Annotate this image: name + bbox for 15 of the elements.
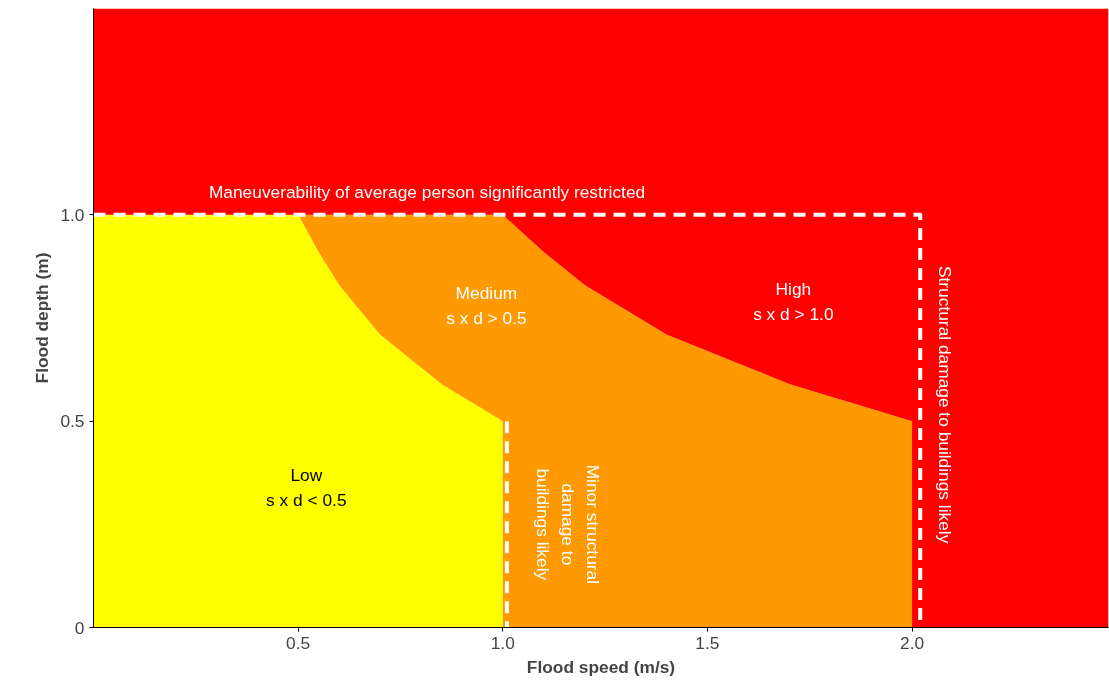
x-tick-label: 1.0 (490, 632, 515, 653)
y-tick-label: 1.0 (60, 204, 85, 225)
annotation: High s x d > 1.0 (753, 278, 834, 324)
x-tick-label: 0.5 (286, 632, 311, 653)
y-axis-title: Flood depth (m) (32, 252, 53, 384)
y-tick-label: 0 (74, 617, 85, 638)
y-tick-label: 0.5 (60, 411, 85, 432)
annotation: Medium s x d > 0.5 (446, 283, 527, 329)
x-axis-title: Flood speed (m/s) (526, 656, 676, 677)
annotation: Structural damage to buildings likely (934, 265, 955, 544)
annotation: Low s x d < 0.5 (266, 464, 347, 510)
x-tick-label: 2.0 (900, 632, 925, 653)
annotation: Maneuverability of average person significantly restricted (208, 181, 646, 202)
annotation: Minor structural damage to buildings likely (533, 464, 604, 585)
x-tick-label: 1.5 (695, 632, 720, 653)
